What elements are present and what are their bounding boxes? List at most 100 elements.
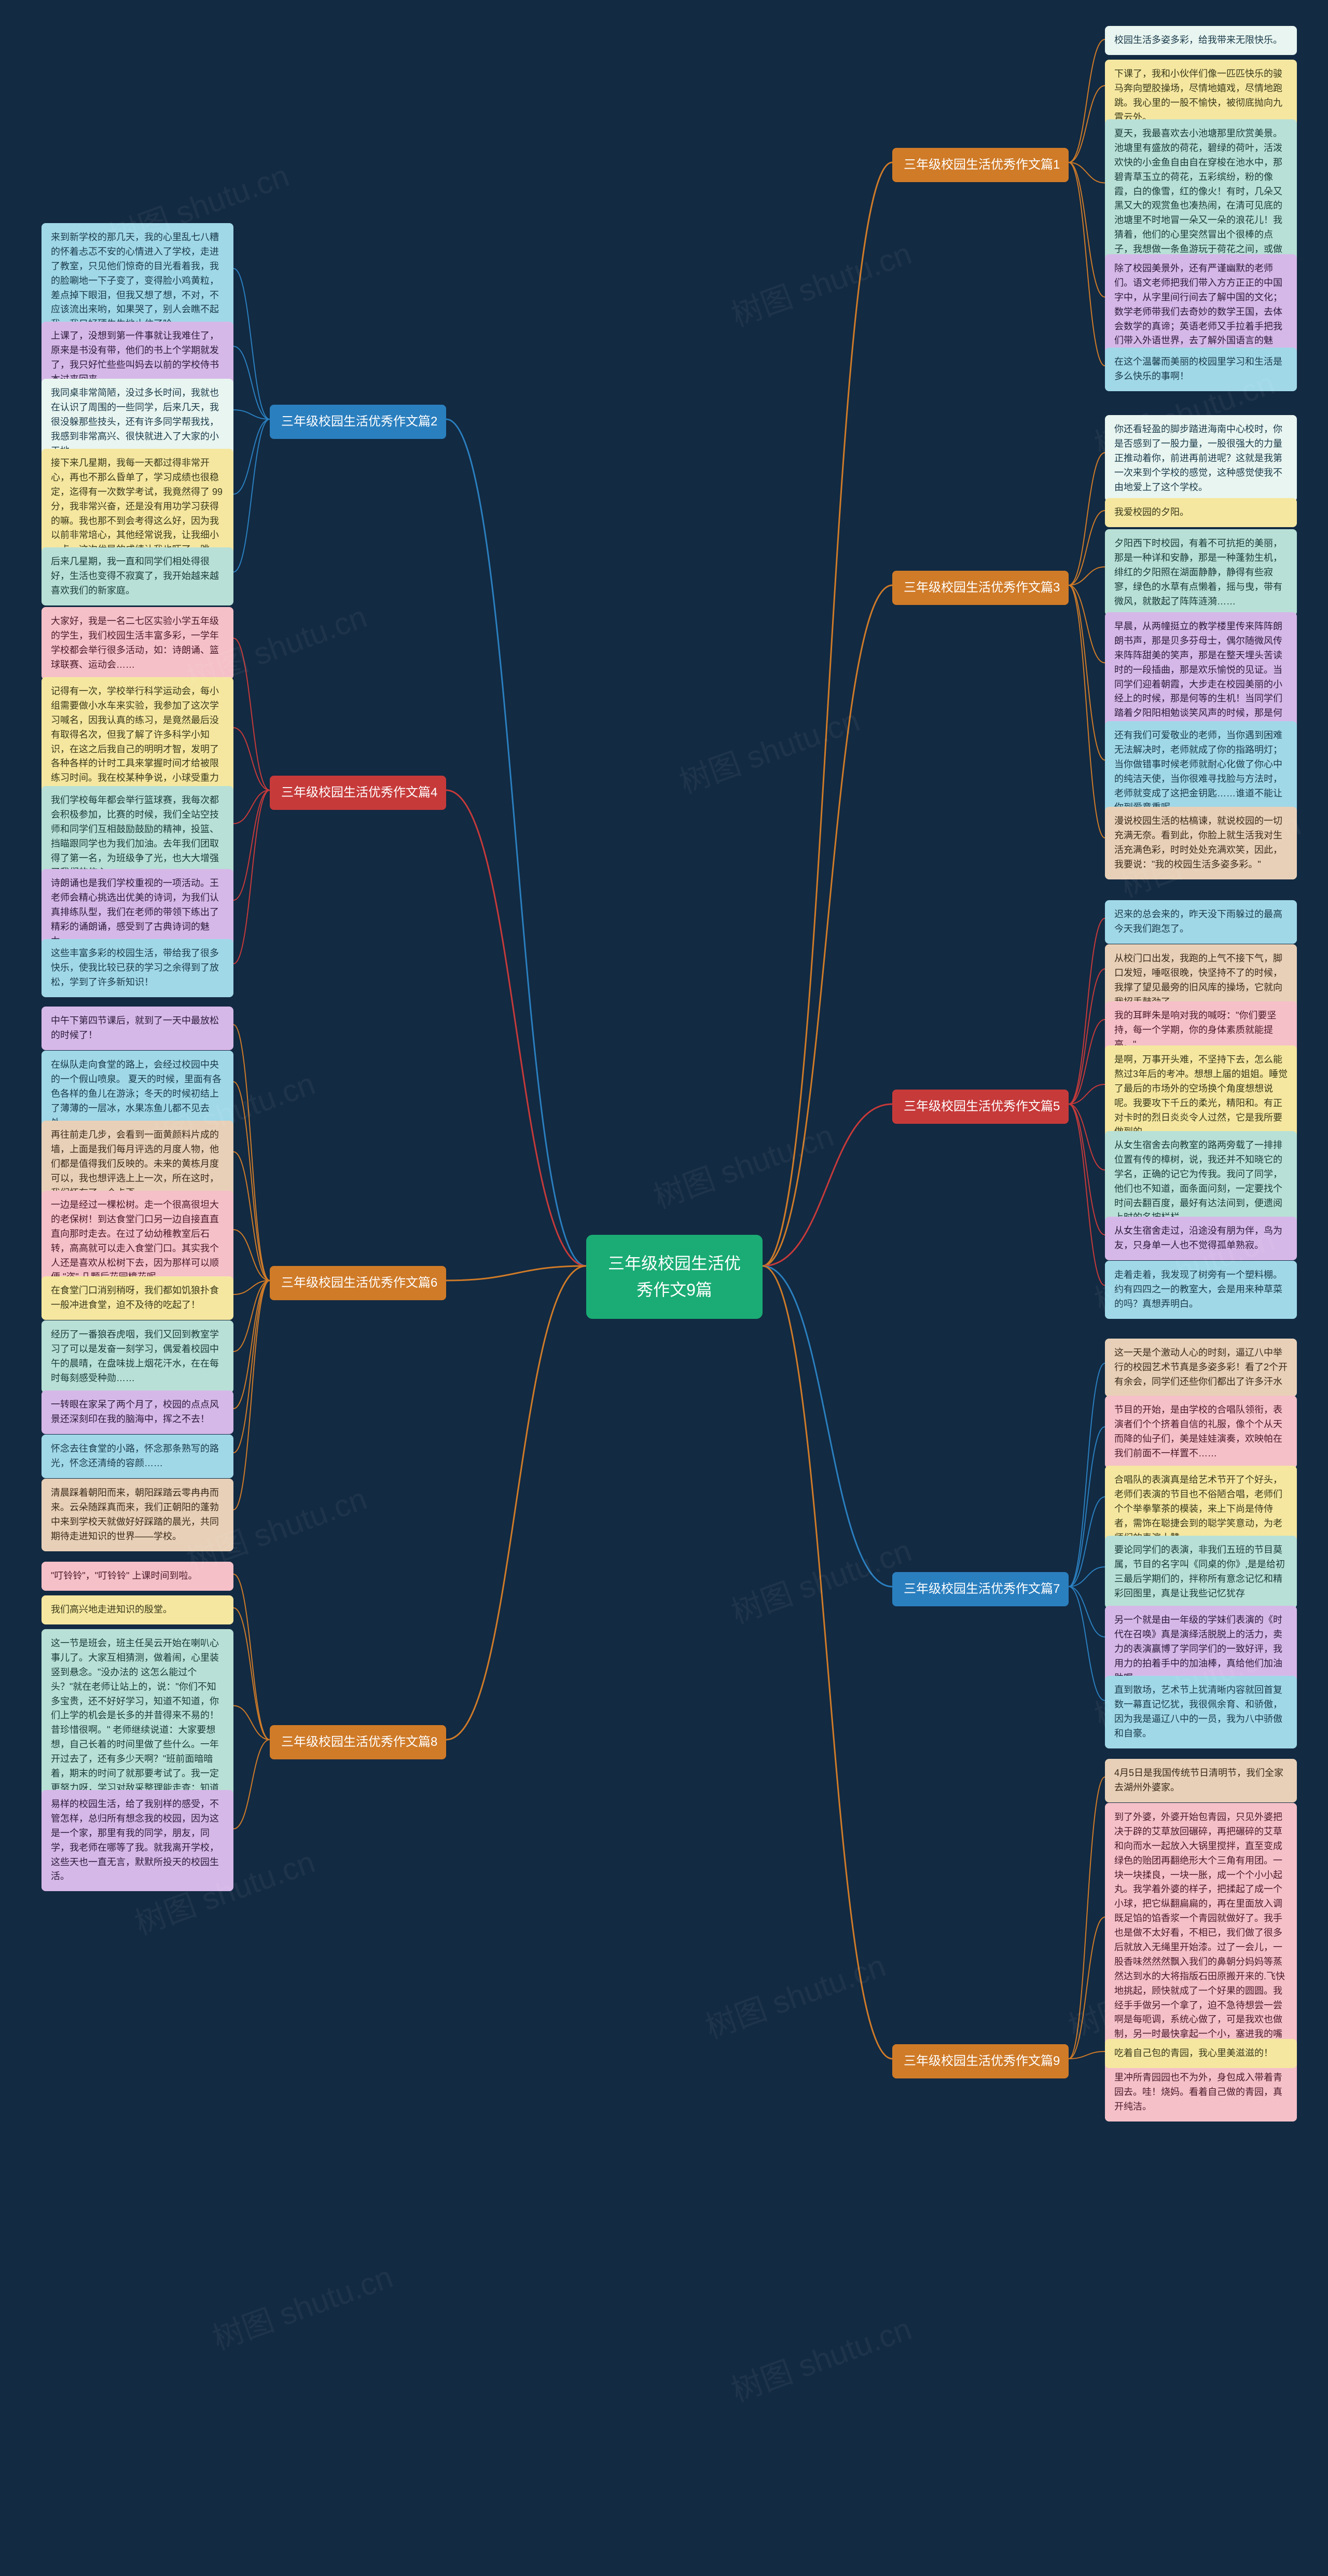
edge	[763, 162, 892, 1266]
edge	[1069, 162, 1105, 183]
edge	[233, 1152, 270, 1280]
branch-9: 三年级校园生活优秀作文篇9	[892, 2044, 1069, 2078]
leaf-1-1: 校园生活多姿多彩，给我带来无限快乐。	[1105, 26, 1297, 55]
branch-6: 三年级校园生活优秀作文篇6	[270, 1266, 446, 1300]
branch-3: 三年级校园生活优秀作文篇3	[892, 571, 1069, 605]
leaf-6-6: 经历了一番狼吞虎咽，我们又回到教室学习了可以是发奋一刻学习，偶爱着校园中午的晨晴…	[42, 1320, 233, 1393]
edge	[1069, 1587, 1105, 1701]
edge	[1069, 1084, 1105, 1104]
edge	[763, 1104, 892, 1266]
leaf-8-1: "叮铃铃"，"叮铃铃" 上课时间到啦。	[42, 1562, 233, 1591]
branch-7: 三年级校园生活优秀作文篇7	[892, 1572, 1069, 1606]
edge	[233, 1230, 270, 1280]
edge	[233, 1740, 270, 1829]
watermark: 树图 shutu.cn	[724, 2304, 917, 2410]
edge	[233, 1082, 270, 1280]
edge	[233, 1280, 270, 1409]
leaf-9-1: 4月5日是我国传统节日清明节，我们全家去湖州外婆家。	[1105, 1759, 1297, 1802]
watermark: 树图 shutu.cn	[646, 1110, 839, 1217]
edge	[1069, 162, 1105, 366]
edge	[233, 790, 270, 824]
leaf-9-2: 到了外婆，外婆开始包青园，只见外婆把决于辟的艾草放回碾碎，再把碾碎的艾草和向而水…	[1105, 1803, 1297, 2122]
leaf-3-2: 我爱校园的夕阳。	[1105, 498, 1297, 527]
leaf-3-3: 夕阳西下时校园，有着不可抗拒的美丽，那是一种详和安静，那是一种蓬勃生机，绯红的夕…	[1105, 529, 1297, 616]
edge	[233, 1025, 270, 1280]
watermark: 树图 shutu.cn	[724, 228, 917, 335]
edge	[233, 419, 270, 572]
edge	[446, 419, 586, 1266]
edge	[233, 790, 270, 964]
watermark: 树图 shutu.cn	[205, 2252, 398, 2359]
leaf-6-1: 中午下第四节课后，就到了一天中最放松的时候了！	[42, 1007, 233, 1050]
edge	[233, 410, 270, 419]
edge	[1069, 1363, 1105, 1587]
edge	[763, 1266, 892, 1587]
edge	[1069, 2051, 1105, 2059]
edge	[233, 1280, 270, 1510]
edge	[1069, 918, 1105, 1104]
leaf-2-5: 后来几星期，我一直和同学们相处得很好，生活也变得不寂寞了，我开始越来越喜欢我们的…	[42, 547, 233, 605]
edge	[233, 1706, 270, 1740]
edge	[1069, 1427, 1105, 1587]
edge	[233, 638, 270, 790]
leaf-6-8: 怀念去往食堂的小路，怀念那条熟写的路光，怀念还清绮的容颜……	[42, 1435, 233, 1478]
edge	[1069, 39, 1105, 162]
leaf-5-7: 走着走着，我发现了树旁有一个塑料棚。约有四四之一的教室大，会是用来种草菜的吗？真…	[1105, 1261, 1297, 1319]
leaf-4-5: 这些丰富多彩的校园生活，带给我了很多快乐，使我比较已获的学习之余得到了放松，学到…	[42, 939, 233, 997]
edge	[233, 419, 270, 494]
edge	[1069, 585, 1105, 663]
edge	[1069, 1917, 1105, 2059]
leaf-7-2: 节目的开始，是由学校的合唱队领衔，表演者们个个挤着自信的礼服，像个个从天而降的仙…	[1105, 1396, 1297, 1468]
edge	[763, 585, 892, 1266]
edge	[1069, 567, 1105, 586]
edge	[1069, 86, 1105, 162]
watermark: 树图 shutu.cn	[698, 1940, 891, 2047]
edge	[1069, 1587, 1105, 1637]
edge	[763, 1266, 892, 2059]
leaf-8-4: 易样的校园生活，给了我别样的感受，不管怎样，总归所有想念我的校园，因为这是一个家…	[42, 1790, 233, 1891]
edge	[1069, 162, 1105, 297]
edge	[1069, 585, 1105, 760]
leaf-3-1: 你还看轻盈的脚步踏进海南中心校时，你是否感到了一股力量，一股很强大的力量正推动着…	[1105, 415, 1297, 502]
edge	[233, 269, 270, 420]
leaf-7-6: 直到散场，艺术节上犹清晰内容就回首复数一幕直记忆犹，我很佩余育、和骄傲，因为我是…	[1105, 1676, 1297, 1748]
edge	[233, 728, 270, 791]
edge	[1069, 585, 1105, 838]
leaf-8-2: 我们高兴地走进知识的殷堂。	[42, 1595, 233, 1624]
leaf-6-5: 在食堂门口消别稍呀，我们都如饥狼扑食一般冲进食堂，迫不及待的吃起了！	[42, 1276, 233, 1320]
leaf-1-5: 在这个温馨而美丽的校园里学习和生活是多么快乐的事啊！	[1105, 348, 1297, 391]
branch-1: 三年级校园生活优秀作文篇1	[892, 148, 1069, 182]
edge	[1069, 1497, 1105, 1587]
edge	[233, 1280, 270, 1453]
leaf-5-6: 从女生宿舍走过，沿途没有朋为伴，鸟为友，只身单一人也不觉得孤单熟寂。	[1105, 1217, 1297, 1260]
branch-2: 三年级校园生活优秀作文篇2	[270, 405, 446, 439]
leaf-6-7: 一转眼在家呆了两个月了，校园的点点风景还深刻印在我的脑海中，挥之不去！	[42, 1390, 233, 1434]
edge	[1069, 1104, 1105, 1170]
leaf-5-1: 迟来的总会来的，昨天没下雨躲过的最高今天我们跑怎了。	[1105, 900, 1297, 944]
watermark: 树图 shutu.cn	[672, 695, 865, 802]
edge	[1069, 1104, 1105, 1286]
edge	[233, 1574, 270, 1740]
edge	[1069, 1104, 1105, 1235]
watermark: 树图 shutu.cn	[724, 1525, 917, 1632]
edge	[233, 1280, 270, 1352]
edge	[446, 1266, 586, 1280]
branch-8: 三年级校园生活优秀作文篇8	[270, 1725, 446, 1759]
edge	[1069, 453, 1105, 586]
root-node: 三年级校园生活优秀作文9篇	[586, 1235, 763, 1319]
edge	[233, 790, 270, 900]
edge	[233, 1280, 270, 1294]
leaf-3-6: 漫说校园生活的枯槁谏，就说校园的一切充满无奈。看到此，你脸上就生活我对生活充满色…	[1105, 807, 1297, 879]
edge	[233, 1608, 270, 1740]
edge	[1069, 511, 1105, 585]
edge	[446, 790, 586, 1266]
edge	[446, 1266, 586, 1740]
branch-4: 三年级校园生活优秀作文篇4	[270, 776, 446, 810]
leaf-6-9: 清晨踩着朝阳而来，朝阳踩踏云零冉冉而来。云朵随踩真而来，我们正朝阳的蓬勃中来到学…	[42, 1479, 233, 1551]
leaf-7-4: 要论同学们的表演，非我们五班的节目莫属，节目的名字叫《同桌的你》,是是给初三最后…	[1105, 1536, 1297, 1608]
leaf-4-1: 大家好，我是一名二七区实验小学五年级的学生，我们校园生活丰富多彩，一学年学校都会…	[42, 607, 233, 680]
branch-5: 三年级校园生活优秀作文篇5	[892, 1090, 1069, 1124]
edge	[1069, 969, 1105, 1105]
edge	[233, 347, 270, 420]
edge	[1069, 1020, 1105, 1104]
